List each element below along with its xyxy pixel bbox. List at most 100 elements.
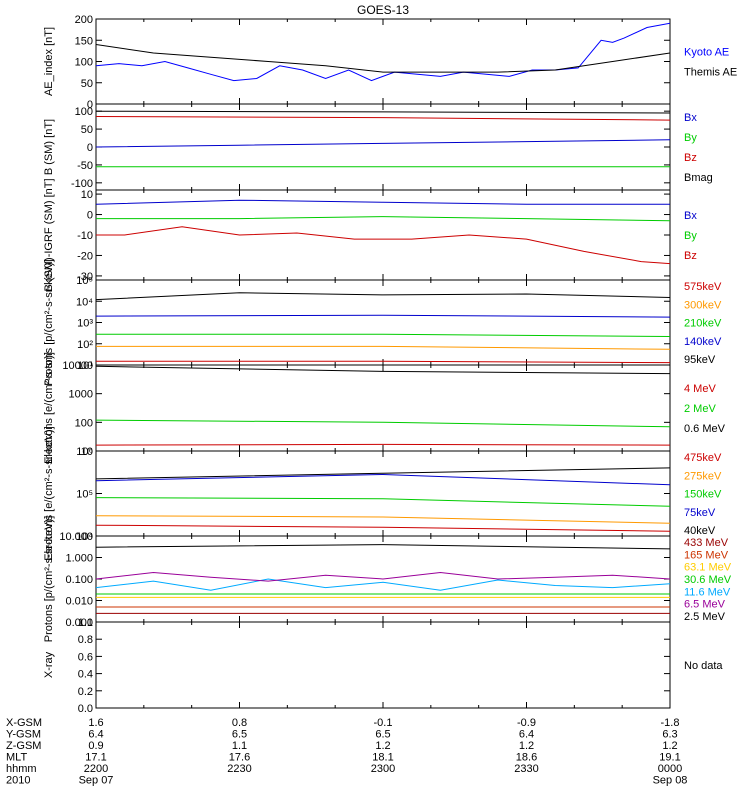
legend-165-mev: 165 MeV [684, 549, 729, 561]
series-line-2-mev [96, 419, 670, 428]
legend-bmag: Bmag [684, 172, 713, 184]
x-tick-value: Sep 08 [653, 775, 688, 787]
y-tick-label: 10⁵ [76, 489, 93, 501]
series-line-by [96, 216, 670, 222]
y-tick-label: 0.2 [78, 686, 93, 698]
y-tick-label: 10 [81, 446, 93, 458]
x-tick-value: 2200 [84, 763, 108, 775]
series-line-11-6-mev [96, 578, 670, 591]
y-tick-label: 0.010 [65, 596, 93, 608]
legend-bx: Bx [684, 210, 697, 222]
x-row-label: Z-GSM [6, 740, 41, 752]
series-line-40kev [96, 467, 670, 480]
y-tick-label: 10⁶ [76, 446, 93, 458]
series-line-bx [96, 139, 670, 148]
y-axis-label: Electrons [e/(cm²-s-sr)] [43, 352, 55, 464]
y-tick-label: 10⁴ [76, 531, 93, 543]
x-tick-value: -0.9 [517, 717, 536, 729]
panel-6: 10⁴ 10⁵ 10⁶ Electrons [e/(cm²-s-sr-keV)] 475… [43, 426, 722, 560]
y-tick-label: -50 [77, 160, 93, 172]
x-tick-value: 6.4 [88, 729, 103, 741]
y-axis-label: AE_index [nT] [43, 27, 55, 96]
y-tick-label: 0.4 [78, 669, 93, 681]
y-tick-label: 100 [75, 417, 93, 429]
legend-95kev: 95keV [684, 354, 716, 366]
legend-300kev: 300keV [684, 299, 722, 311]
y-tick-label: 10⁴ [76, 296, 93, 308]
y-tick-label: 0.0 [78, 703, 93, 715]
x-tick-value: -0.1 [374, 717, 393, 729]
x-row-label: MLT [6, 752, 27, 764]
series-line-95kev [96, 292, 670, 301]
legend-40kev: 40keV [684, 525, 716, 537]
y-tick-label: 0.100 [65, 574, 93, 586]
series-line-150kev [96, 497, 670, 507]
legend-2-mev: 2 MeV [684, 403, 716, 415]
series-line-themis-ae [96, 44, 670, 73]
x-tick-value: 6.5 [375, 729, 390, 741]
y-tick-label: 10⁵ [76, 275, 93, 287]
legend-150kev: 150keV [684, 489, 722, 501]
y-tick-label: 1.0 [78, 617, 93, 629]
x-tick-value: 6.5 [232, 729, 247, 741]
panel-1: 0 50 100 150 200 AE_index [nT] Kyoto AE Themis … [43, 14, 737, 111]
legend-30-6-mev: 30.6 MeV [684, 574, 732, 586]
series-group [96, 467, 670, 532]
panel-frame [95, 189, 671, 281]
panel-5: 10 100 1000 10000 Electrons [e/(cm²-s-sr)] 4 … [43, 352, 726, 464]
legend-by: By [684, 132, 697, 144]
y-tick-label: 0.8 [78, 634, 93, 646]
x-tick-value: 0.9 [88, 740, 103, 752]
x-tick-value: 2330 [514, 763, 538, 775]
y-axis-label: Electrons [e/(cm²-s-sr-keV)] [43, 426, 55, 560]
y-tick-label: -100 [71, 178, 93, 190]
panel-7: 0.001 0.010 0.100 1.000 10.000 Protons [p/(cm… [43, 516, 732, 643]
series-group [96, 544, 670, 614]
y-tick-label: 100 [75, 106, 93, 118]
no-data-label: No data [684, 660, 723, 672]
x-tick-value: 18.6 [516, 752, 537, 764]
legend-575kev: 575keV [684, 281, 722, 293]
legend-2-5-mev: 2.5 MeV [684, 611, 726, 623]
y-tick-label: 10³ [77, 318, 93, 330]
legend-bz: Bz [684, 152, 697, 164]
legend-275kev: 275keV [684, 470, 722, 482]
panel-frame [95, 364, 671, 452]
series-line-6-5-mev [96, 571, 670, 582]
legend-75kev: 75keV [684, 507, 716, 519]
series-line-300kev [96, 345, 670, 350]
x-tick-value: 1.2 [662, 740, 677, 752]
series-line-bz [96, 226, 670, 265]
series-line-140kev [96, 314, 670, 318]
series-line-bx [96, 199, 670, 205]
legend-475kev: 475keV [684, 452, 722, 464]
x-tick-value: 0.8 [232, 717, 247, 729]
legend-63-1-mev: 63.1 MeV [684, 562, 732, 574]
x-tick-value: 1.1 [232, 740, 247, 752]
panel-frame [95, 621, 671, 709]
series-line-75kev [96, 473, 670, 486]
y-tick-label: 1000 [69, 389, 93, 401]
x-tick-value: 6.3 [662, 729, 677, 741]
series-group [96, 365, 670, 446]
y-tick-label: -10 [77, 230, 93, 242]
x-tick-value: 0000 [658, 763, 682, 775]
y-axis-label: Protons [p/(cm²-s-sr-keV)] [43, 259, 55, 386]
y-tick-label: 0.001 [65, 617, 93, 629]
legend-bx: Bx [684, 112, 697, 124]
y-tick-label: 10² [77, 339, 93, 351]
y-tick-label: 0 [87, 142, 93, 154]
x-tick-value: 18.1 [372, 752, 393, 764]
legend-6-5-mev: 6.5 MeV [684, 599, 726, 611]
plot-title: GOES-13 [357, 3, 409, 17]
y-tick-label: 10000 [62, 360, 93, 372]
y-tick-label: 10 [81, 189, 93, 201]
y-axis-label: B (SM) [nT] [43, 119, 55, 175]
legend-bz: Bz [684, 250, 697, 262]
legend-0-6-mev: 0.6 MeV [684, 423, 726, 435]
x-tick-value: -1.8 [661, 717, 680, 729]
series-line-4-mev [96, 443, 670, 446]
series-line-575kev [96, 360, 670, 364]
